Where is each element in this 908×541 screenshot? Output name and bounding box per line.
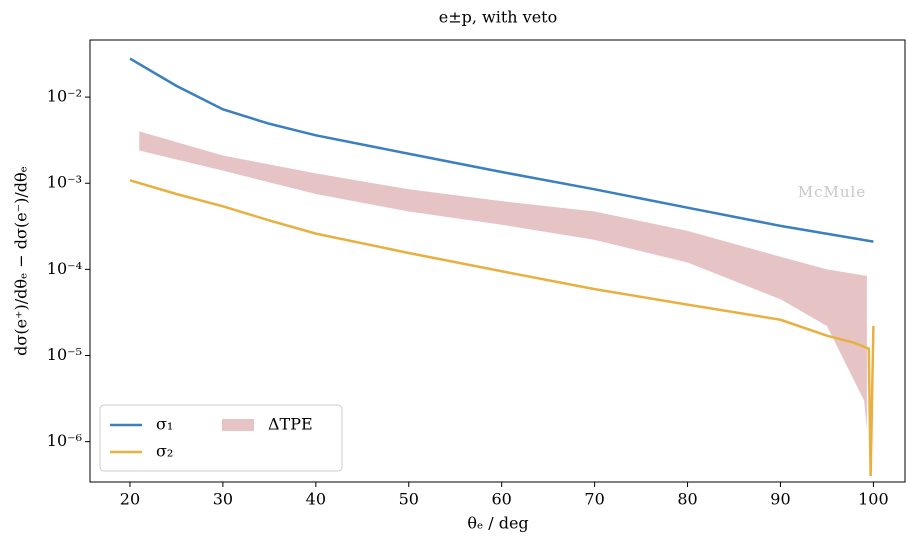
line — [129, 57, 874, 243]
line — [129, 179, 875, 476]
watermark: McMule — [798, 183, 866, 201]
x-tick-label: 20 — [120, 490, 140, 509]
legend-swatch — [222, 419, 254, 431]
plot-frame — [89, 39, 906, 483]
x-axis-label: θₑ / deg — [467, 514, 528, 533]
y-tick-label: 10⁻⁵ — [47, 345, 82, 364]
legend-box — [99, 404, 343, 472]
x-tick-label: 50 — [399, 490, 419, 509]
x-tick-label: 30 — [213, 490, 233, 509]
band — [139, 131, 867, 430]
y-axis-label: dσ(e⁺)/dθₑ − dσ(e⁻)/dθₑ — [12, 166, 31, 356]
x-tick-label: 100 — [858, 490, 889, 509]
legend-label: σ₁ — [156, 415, 173, 434]
legend-label: σ₂ — [156, 442, 173, 461]
x-tick-label: 90 — [770, 490, 790, 509]
x-tick-label: 40 — [306, 490, 326, 509]
chart-title: e±p, with veto — [439, 8, 558, 27]
y-tick-label: 10⁻⁴ — [47, 259, 82, 278]
y-tick-label: 10⁻² — [47, 87, 82, 106]
y-tick-label: 10⁻³ — [47, 173, 82, 192]
x-tick-label: 60 — [492, 490, 512, 509]
legend-label: ΔTPE — [268, 415, 313, 434]
y-tick-label: 10⁻⁶ — [47, 431, 82, 450]
x-tick-label: 70 — [584, 490, 604, 509]
x-tick-label: 80 — [677, 490, 697, 509]
